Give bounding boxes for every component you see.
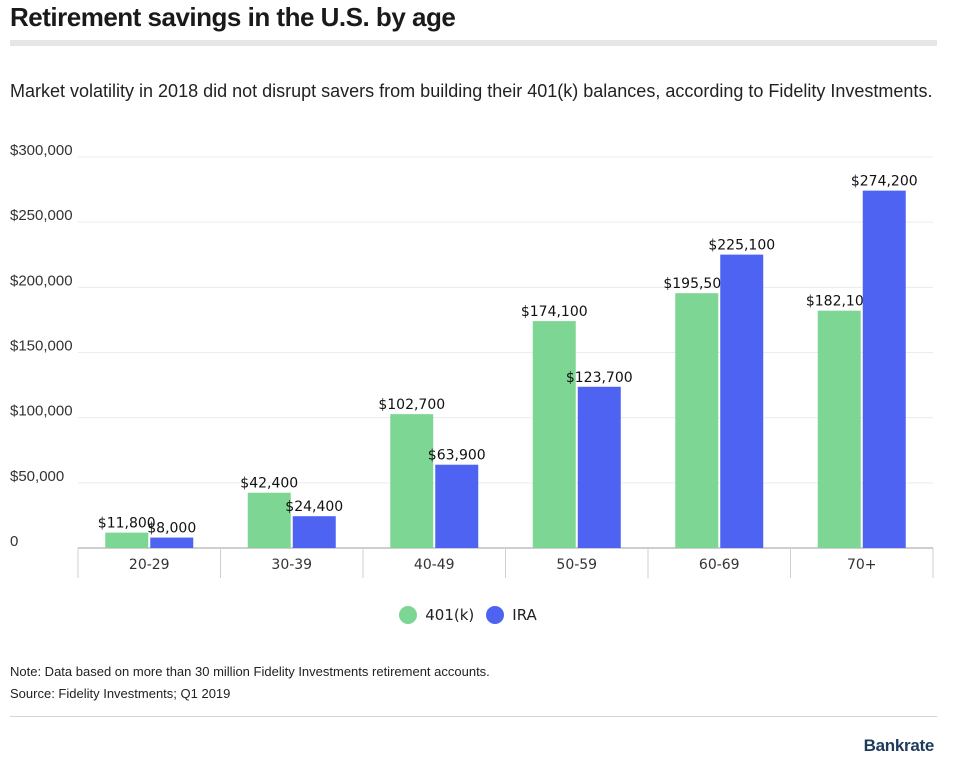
chart-source: Source: Fidelity Investments; Q1 2019 — [10, 686, 231, 701]
legend-swatch-401k — [399, 606, 418, 624]
x-tick-label: 20-29 — [129, 557, 170, 573]
data-label-ira: $123,700 — [566, 370, 633, 386]
data-label-401k: $182,100 — [806, 294, 873, 310]
brand-logo[interactable]: Bankrate — [863, 736, 935, 755]
bar-ira-70+ — [862, 190, 906, 548]
data-label-401k: $42,400 — [240, 476, 298, 492]
y-tick-label: $300,000 — [10, 142, 73, 159]
data-label-401k: $11,800 — [98, 516, 156, 532]
data-label-ira: $24,400 — [285, 499, 343, 515]
x-tick-label: 50-59 — [556, 557, 597, 573]
bar-ira-60-69 — [720, 254, 764, 548]
x-tick-label: 30-39 — [271, 557, 312, 573]
bar-ira-20-29 — [150, 537, 194, 548]
bar-chart: 0 $50,000 $100,000 $150,000 $200,000 $250,000… — [10, 142, 934, 578]
title-divider — [10, 40, 937, 46]
y-tick-label: $150,000 — [10, 338, 73, 355]
y-tick-label: $100,000 — [10, 403, 73, 420]
data-label-401k: $102,700 — [378, 397, 445, 413]
bar-ira-30-39 — [292, 516, 336, 548]
x-tick-label: 40-49 — [414, 557, 455, 573]
bar-401k-60-69 — [675, 293, 719, 548]
bar-ira-40-49 — [435, 464, 479, 548]
chart-note: Note: Data based on more than 30 million… — [10, 664, 490, 679]
bar-401k-70+ — [817, 310, 861, 548]
chart-title: Retirement savings in the U.S. by age — [10, 2, 456, 32]
bar-ira-50-59 — [577, 386, 621, 548]
data-label-ira: $63,900 — [428, 448, 486, 464]
legend-label-ira: IRA — [512, 606, 537, 624]
data-label-401k: $174,100 — [521, 304, 588, 320]
chart-subtitle: Market volatility in 2018 did not disrup… — [10, 81, 933, 101]
y-tick-label: 0 — [10, 533, 18, 550]
x-tick-label: 60-69 — [699, 557, 740, 573]
data-label-ira: $274,200 — [851, 174, 918, 190]
bar-401k-40-49 — [390, 414, 434, 548]
y-tick-label: $200,000 — [10, 272, 73, 289]
legend-label-401k: 401(k) — [425, 606, 475, 624]
bar-401k-50-59 — [532, 321, 576, 548]
data-label-401k: $195,500 — [663, 276, 730, 292]
x-tick-label: 70+ — [847, 557, 877, 573]
legend: 401(k) IRA — [0, 606, 936, 624]
y-tick-label: $250,000 — [10, 207, 73, 224]
legend-item-ira[interactable]: IRA — [486, 606, 537, 624]
bar-401k-30-39 — [247, 492, 291, 548]
legend-swatch-ira — [486, 606, 505, 624]
y-tick-label: $50,000 — [10, 468, 64, 485]
legend-item-401k[interactable]: 401(k) — [399, 606, 474, 624]
footer-divider — [10, 716, 937, 717]
bar-401k-20-29 — [105, 532, 149, 548]
data-label-ira: $225,100 — [708, 238, 775, 254]
data-label-ira: $8,000 — [147, 521, 196, 537]
